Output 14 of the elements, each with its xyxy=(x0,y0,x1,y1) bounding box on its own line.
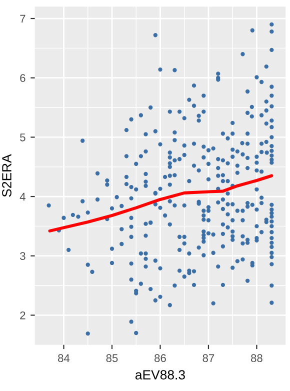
y-tick-label: 7 xyxy=(20,14,26,23)
y-tick-label: 5 xyxy=(20,134,26,142)
x-tick-label: 86 xyxy=(154,354,166,362)
x-axis-title: aEV88.3 xyxy=(135,370,185,380)
line-series xyxy=(48,174,274,232)
y-tick-label: 3 xyxy=(20,252,26,260)
x-tick-label: 88 xyxy=(251,354,262,362)
y-tick-label: 4 xyxy=(20,192,26,201)
y-tick-label: 6 xyxy=(20,74,26,82)
y-axis-title: S2ERA xyxy=(2,154,12,197)
x-tick-label: 84 xyxy=(58,354,70,362)
x-tick-label: 85 xyxy=(106,354,118,362)
y-tick-label: 2 xyxy=(20,311,26,320)
x-tick-label: 87 xyxy=(202,354,214,362)
